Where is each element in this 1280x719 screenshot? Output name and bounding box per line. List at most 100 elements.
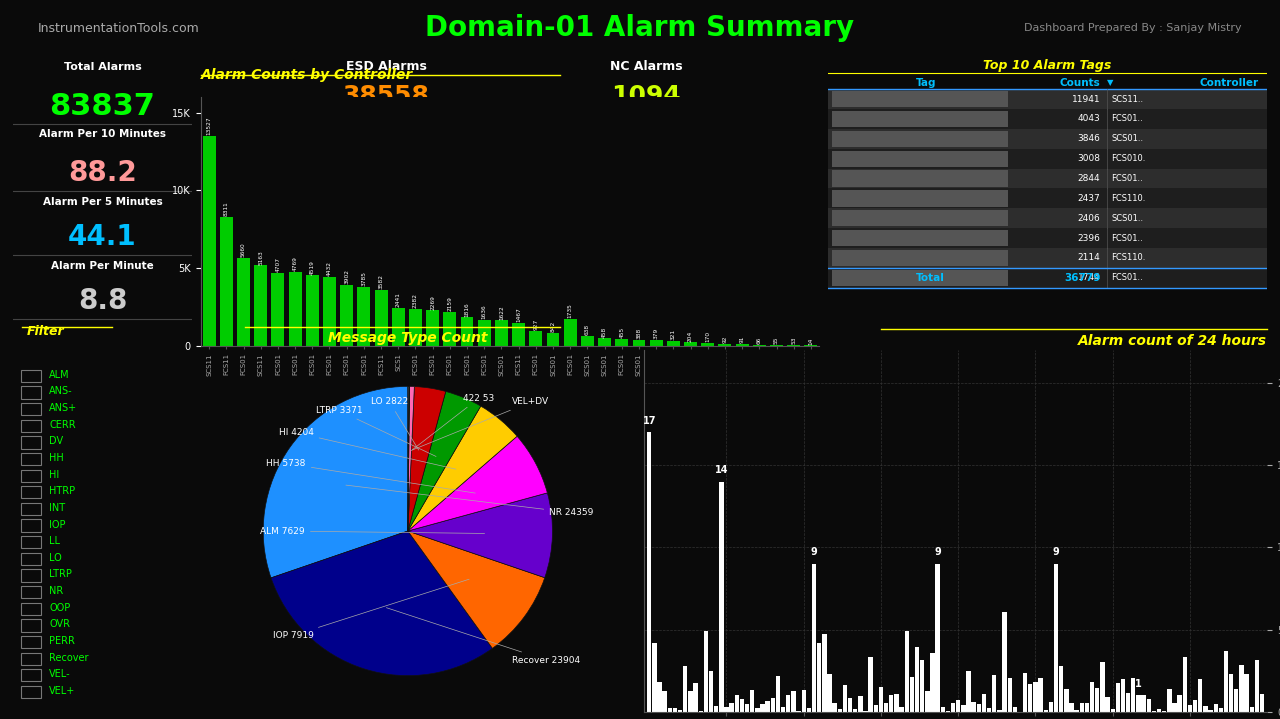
Bar <box>1193 700 1197 712</box>
Bar <box>426 311 439 346</box>
Text: LTRP 3371: LTRP 3371 <box>316 406 436 457</box>
Bar <box>719 482 723 712</box>
Text: 9: 9 <box>1052 547 1060 557</box>
Bar <box>718 344 731 346</box>
Text: CERR: CERR <box>50 420 76 430</box>
Bar <box>842 685 847 712</box>
Text: Alarm Counts by Controller: Alarm Counts by Controller <box>201 68 412 81</box>
Text: 2396: 2396 <box>1078 234 1101 242</box>
FancyBboxPatch shape <box>828 209 1267 228</box>
Text: INT: INT <box>50 503 65 513</box>
Bar <box>1069 702 1074 712</box>
Bar <box>20 653 41 665</box>
Bar <box>753 344 765 346</box>
Bar <box>806 707 812 712</box>
Bar <box>1172 703 1176 712</box>
Bar <box>1023 673 1028 712</box>
Bar <box>323 277 335 346</box>
Bar <box>972 702 975 712</box>
Bar <box>822 634 827 712</box>
Bar <box>20 453 41 465</box>
Text: InstrumentationTools.com: InstrumentationTools.com <box>38 22 200 35</box>
Bar <box>750 690 754 712</box>
Text: 8311: 8311 <box>224 201 229 216</box>
Text: ▼: ▼ <box>1107 78 1114 88</box>
Bar <box>1002 612 1007 712</box>
Text: SCS11..: SCS11.. <box>1111 95 1143 104</box>
Text: NC Alarms: NC Alarms <box>609 60 682 73</box>
Bar <box>1106 697 1110 712</box>
Wedge shape <box>408 387 445 531</box>
Bar <box>1229 674 1234 712</box>
Bar <box>1089 682 1094 712</box>
Bar <box>646 432 652 712</box>
Bar <box>340 285 353 346</box>
Bar <box>616 339 628 346</box>
Text: 36779: 36779 <box>1064 273 1101 283</box>
Text: HTRP: HTRP <box>50 486 76 496</box>
Bar <box>1028 684 1033 712</box>
Bar <box>847 698 852 712</box>
Text: 2441: 2441 <box>396 292 401 307</box>
Bar <box>357 287 370 346</box>
Text: 14: 14 <box>809 337 813 344</box>
Bar <box>1064 690 1069 712</box>
Text: 2437: 2437 <box>1078 194 1101 203</box>
Text: 14: 14 <box>714 465 728 475</box>
Bar <box>20 553 41 565</box>
Bar <box>306 275 319 346</box>
Wedge shape <box>408 391 481 531</box>
FancyBboxPatch shape <box>832 210 1007 226</box>
Bar <box>689 691 692 712</box>
Text: 13527: 13527 <box>206 116 211 135</box>
Bar <box>392 308 404 346</box>
Text: 91: 91 <box>740 336 745 344</box>
FancyBboxPatch shape <box>832 270 1007 286</box>
Text: 1744: 1744 <box>1078 273 1101 283</box>
Wedge shape <box>264 386 408 578</box>
Bar <box>1126 693 1130 712</box>
Bar <box>910 677 914 712</box>
Bar <box>20 586 41 598</box>
Text: Alarm Per 10 Minutes: Alarm Per 10 Minutes <box>40 129 166 139</box>
Bar <box>946 711 950 712</box>
Bar <box>1053 564 1059 712</box>
Bar <box>202 136 215 346</box>
Bar <box>20 386 41 398</box>
Wedge shape <box>408 436 548 531</box>
Bar <box>1096 689 1100 712</box>
Bar <box>653 643 657 712</box>
Text: FCS010.: FCS010. <box>1111 154 1146 163</box>
Bar <box>1137 695 1140 712</box>
Bar <box>598 339 611 346</box>
Text: 55: 55 <box>774 336 780 344</box>
Bar <box>1213 704 1217 712</box>
Bar <box>1254 661 1260 712</box>
Text: 3846: 3846 <box>1078 134 1101 143</box>
Bar <box>1116 683 1120 712</box>
Text: ALM 7629: ALM 7629 <box>260 526 485 536</box>
Bar <box>20 486 41 498</box>
Text: Tag: Tag <box>915 78 936 88</box>
Wedge shape <box>408 406 517 531</box>
FancyBboxPatch shape <box>828 89 1267 109</box>
Text: 92: 92 <box>722 336 727 344</box>
Text: 170: 170 <box>705 331 710 342</box>
Bar <box>915 647 919 712</box>
Text: FCS110.: FCS110. <box>1111 194 1146 203</box>
Text: 1094: 1094 <box>612 84 681 109</box>
Bar <box>868 656 873 712</box>
Text: 17: 17 <box>643 416 655 426</box>
FancyBboxPatch shape <box>828 109 1267 129</box>
Text: 321: 321 <box>671 329 676 340</box>
Text: Controller: Controller <box>1199 78 1258 88</box>
Bar <box>771 698 774 712</box>
Bar <box>941 707 945 712</box>
Text: 1816: 1816 <box>465 302 470 316</box>
Bar <box>1157 709 1161 712</box>
Text: IOP 7919: IOP 7919 <box>273 580 470 640</box>
Text: 53: 53 <box>791 336 796 344</box>
Text: SCS01..: SCS01.. <box>1111 214 1143 223</box>
Text: 88.2: 88.2 <box>68 159 137 187</box>
Text: 3008: 3008 <box>1078 154 1101 163</box>
